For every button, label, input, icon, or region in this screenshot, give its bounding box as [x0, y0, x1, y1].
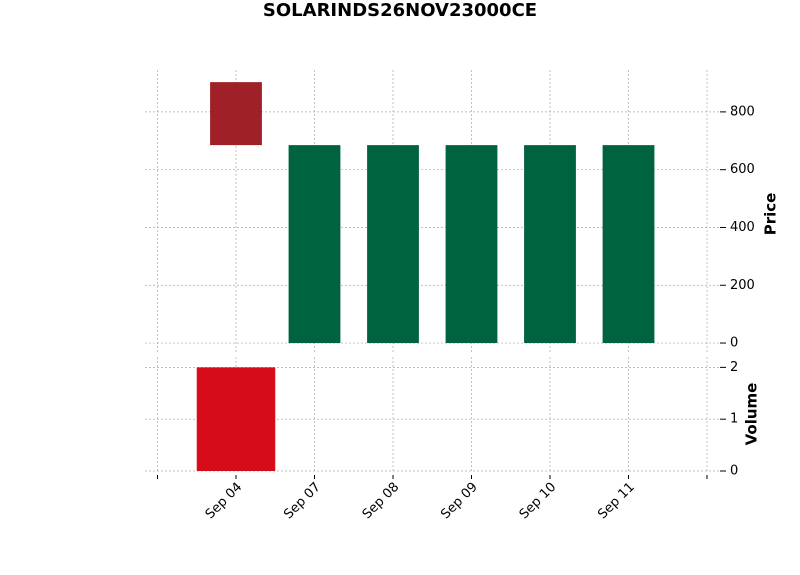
- candle-body: [602, 145, 655, 344]
- x-tick-label: Sep 10: [517, 480, 560, 523]
- y-tick-label: 200: [730, 278, 755, 293]
- candle-body: [445, 145, 498, 344]
- y-tick-label: 0: [730, 464, 738, 479]
- x-tick-label: Sep 04: [203, 480, 246, 523]
- y-tick-label: 600: [730, 162, 755, 177]
- y-tick-label: 800: [730, 104, 755, 119]
- y-tick-label: 1: [730, 412, 738, 427]
- y-axis-label: Price: [762, 193, 780, 236]
- x-tick-label: Sep 09: [438, 480, 481, 523]
- candle-body: [288, 145, 341, 344]
- volume-axis-label: Volume: [743, 383, 761, 446]
- candle-body: [524, 145, 576, 344]
- volume-bar: [196, 367, 276, 471]
- candle-body: [367, 145, 419, 344]
- x-tick-label: Sep 11: [595, 480, 638, 523]
- y-tick-label: 2: [730, 360, 738, 375]
- y-tick-label: 400: [730, 220, 755, 235]
- y-tick-label: 0: [730, 336, 738, 351]
- x-tick-label: Sep 07: [281, 480, 324, 523]
- chart-title: SOLARINDS26NOV23000CE: [263, 0, 537, 21]
- candle-body: [210, 82, 262, 146]
- x-tick-label: Sep 08: [360, 480, 403, 523]
